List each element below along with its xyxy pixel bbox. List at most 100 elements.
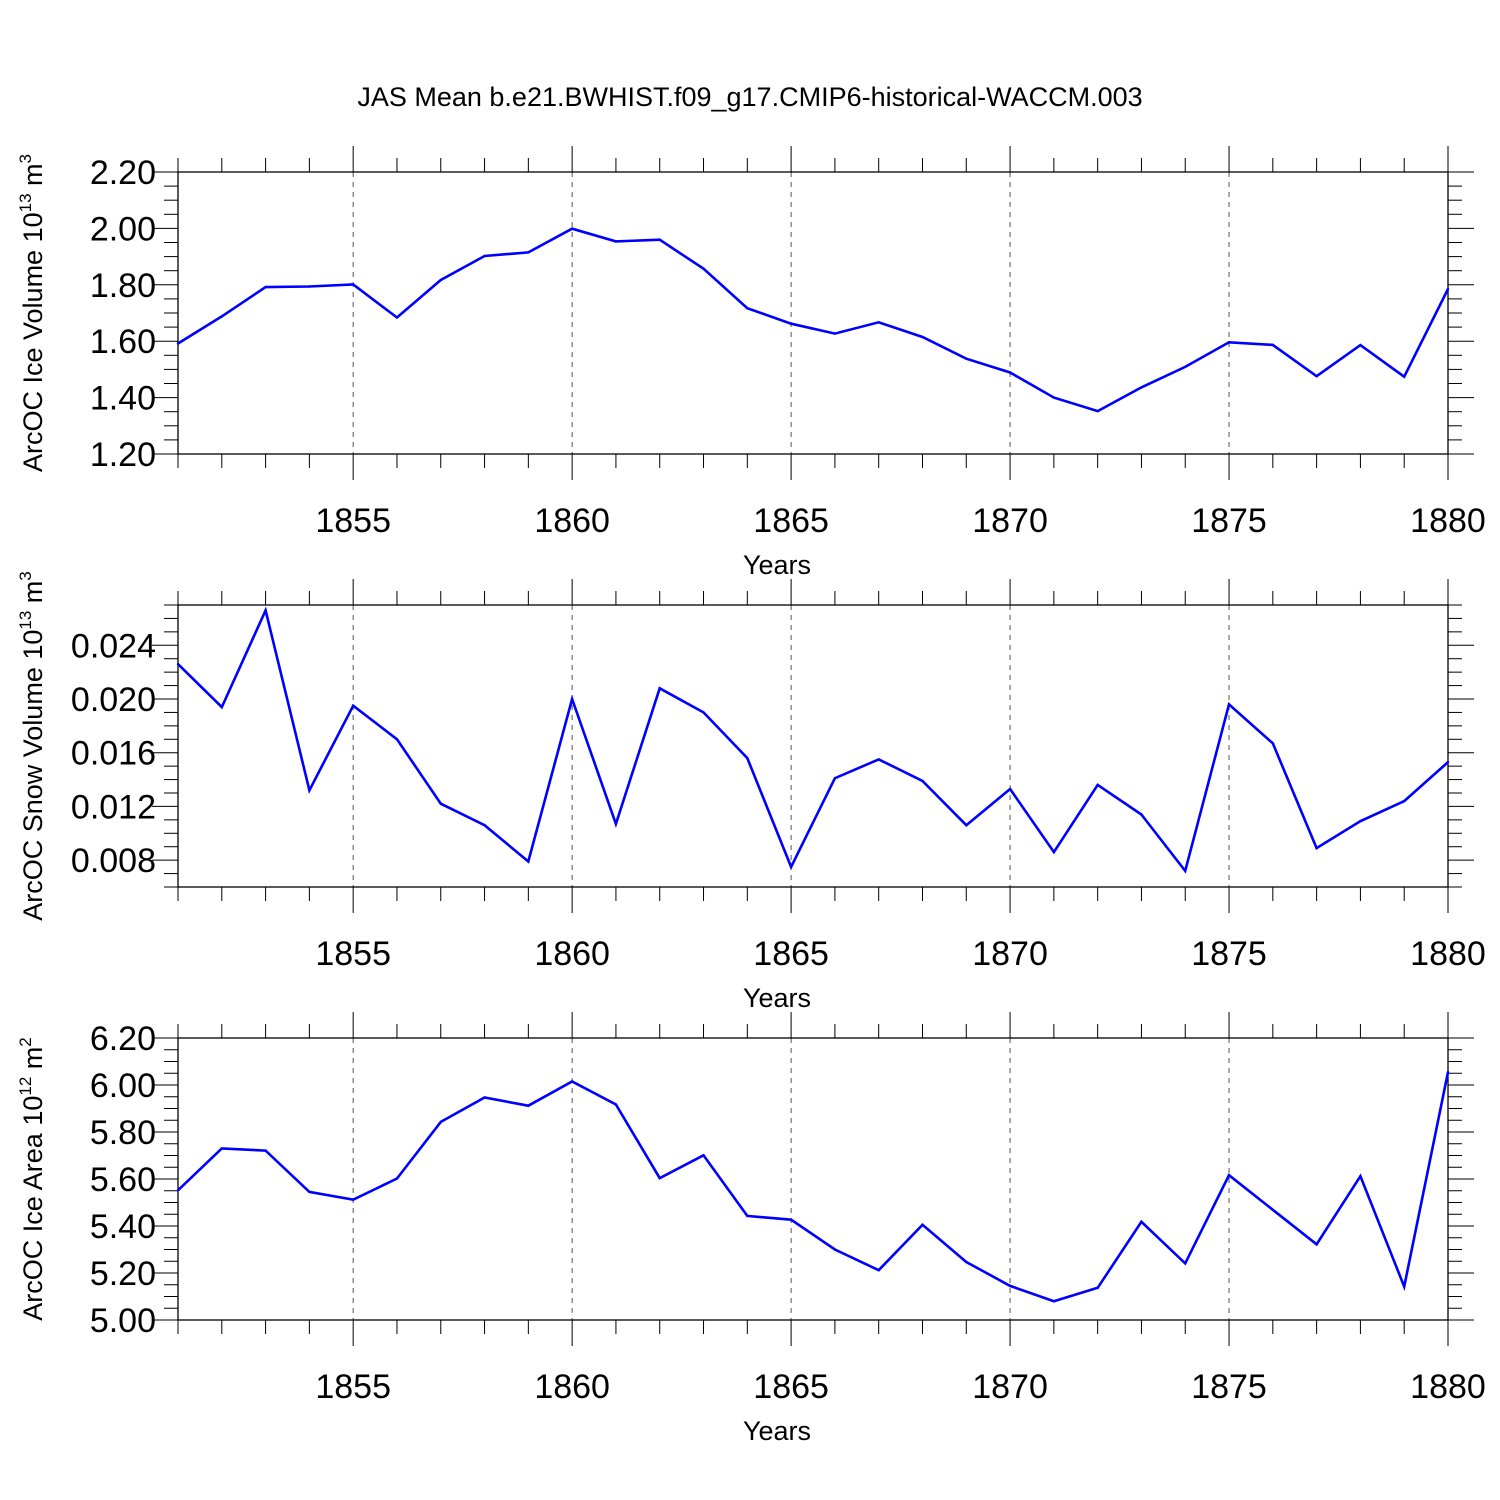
x-axis-title: Years xyxy=(743,1416,811,1446)
y-tick-label: 1.60 xyxy=(90,323,156,361)
series-line xyxy=(177,606,1449,874)
data-point xyxy=(1227,341,1231,344)
x-tick-label: 1855 xyxy=(315,502,391,540)
y-tick-label: 5.00 xyxy=(90,1302,156,1340)
data-point xyxy=(1271,742,1275,745)
data-point xyxy=(1315,374,1318,378)
data-point xyxy=(658,238,661,241)
data-point xyxy=(351,704,355,707)
data-point xyxy=(439,802,442,805)
data-point xyxy=(746,307,749,310)
data-point xyxy=(833,1248,837,1251)
panel-1: 1.20 1.40 1.60 1.80 2.00 2.20 1855 1860 1865 1870… xyxy=(16,146,1486,580)
data-point xyxy=(527,1104,530,1107)
data-point xyxy=(308,1190,311,1194)
series-line xyxy=(177,227,1450,413)
y-axis-title: ArcOC Ice Area 1012 m2 xyxy=(16,1037,48,1321)
x-tick-label: 1870 xyxy=(972,935,1048,973)
plot-frame xyxy=(177,171,1449,455)
y-tick-label: 1.40 xyxy=(90,380,156,418)
x-tick-label: 1875 xyxy=(1191,1368,1267,1406)
x-tick-label: 1860 xyxy=(534,935,610,973)
data-point xyxy=(308,285,311,288)
panel-2: 0.008 0.012 0.016 0.020 0.024 1855 1860 1865 187… xyxy=(16,571,1486,1013)
y-tick-label: 0.020 xyxy=(71,681,156,719)
data-point xyxy=(1227,1174,1231,1177)
data-point xyxy=(1052,850,1056,854)
data-point xyxy=(1008,371,1012,374)
x-tick-label: 1870 xyxy=(972,1368,1048,1406)
data-point xyxy=(483,824,486,827)
x-axis-title: Years xyxy=(743,550,811,580)
data-point xyxy=(1271,343,1275,347)
data-point xyxy=(264,609,267,612)
y-tick-label: 6.00 xyxy=(90,1067,156,1105)
x-tick-label: 1870 xyxy=(972,502,1048,540)
x-axis-title: Years xyxy=(743,983,811,1013)
data-point xyxy=(746,756,749,760)
data-point xyxy=(1359,343,1362,347)
data-point xyxy=(395,316,399,319)
data-point xyxy=(1403,799,1406,803)
data-point xyxy=(527,860,530,863)
panel-3: 5.00 5.20 5.40 5.60 5.80 6.00 6.20 1855 1860 1865… xyxy=(16,1012,1486,1446)
x-tick-label: 1875 xyxy=(1191,935,1267,973)
data-point xyxy=(965,1260,968,1264)
data-point xyxy=(570,227,574,230)
y-tick-label: 1.80 xyxy=(90,267,156,305)
data-point xyxy=(789,1218,793,1221)
data-point xyxy=(614,822,618,826)
data-point xyxy=(395,1177,399,1180)
data-point xyxy=(877,321,880,324)
data-point xyxy=(570,1080,574,1083)
data-point xyxy=(921,1223,924,1227)
data-point xyxy=(702,267,705,270)
data-point xyxy=(176,662,180,666)
data-point xyxy=(1184,869,1187,873)
data-point xyxy=(220,705,223,709)
y-tick-label: 5.80 xyxy=(90,1114,156,1152)
data-point xyxy=(351,1198,355,1201)
data-point xyxy=(1184,1262,1187,1265)
data-point xyxy=(570,697,574,701)
data-point xyxy=(1008,787,1012,791)
data-point xyxy=(965,357,968,360)
x-tick-label: 1880 xyxy=(1410,502,1486,540)
x-tick-label: 1860 xyxy=(534,502,610,540)
data-point xyxy=(614,240,618,243)
y-tick-label: 5.40 xyxy=(90,1208,156,1246)
y-tick-label: 0.008 xyxy=(71,842,156,880)
data-point xyxy=(439,278,442,282)
plot-frame xyxy=(177,604,1449,888)
data-point xyxy=(1096,1286,1099,1290)
data-point xyxy=(308,789,311,792)
data-point xyxy=(833,777,837,780)
x-tick-label: 1865 xyxy=(753,502,829,540)
data-point xyxy=(176,1189,180,1192)
data-point xyxy=(1403,1285,1406,1288)
data-point xyxy=(1446,287,1450,291)
data-point xyxy=(746,1214,749,1218)
data-point xyxy=(1359,820,1362,823)
data-point xyxy=(527,251,530,254)
x-tick-label: 1880 xyxy=(1410,935,1486,973)
data-point xyxy=(965,824,968,827)
data-point xyxy=(1096,409,1099,413)
data-point xyxy=(1315,1243,1318,1246)
data-point xyxy=(1271,1208,1275,1211)
data-point xyxy=(1140,386,1143,389)
data-point xyxy=(176,342,180,345)
data-point xyxy=(1227,703,1231,706)
y-tick-label: 0.012 xyxy=(71,788,156,826)
x-tick-label: 1875 xyxy=(1191,502,1267,540)
data-point xyxy=(1052,1300,1056,1303)
data-point xyxy=(921,335,924,339)
x-tick-label: 1865 xyxy=(753,1368,829,1406)
x-tick-label: 1860 xyxy=(534,1368,610,1406)
data-point xyxy=(789,322,793,325)
data-point xyxy=(351,283,355,286)
y-tick-label: 0.016 xyxy=(71,735,156,773)
x-tick-label: 1855 xyxy=(315,1368,391,1406)
data-point xyxy=(1008,1284,1012,1288)
